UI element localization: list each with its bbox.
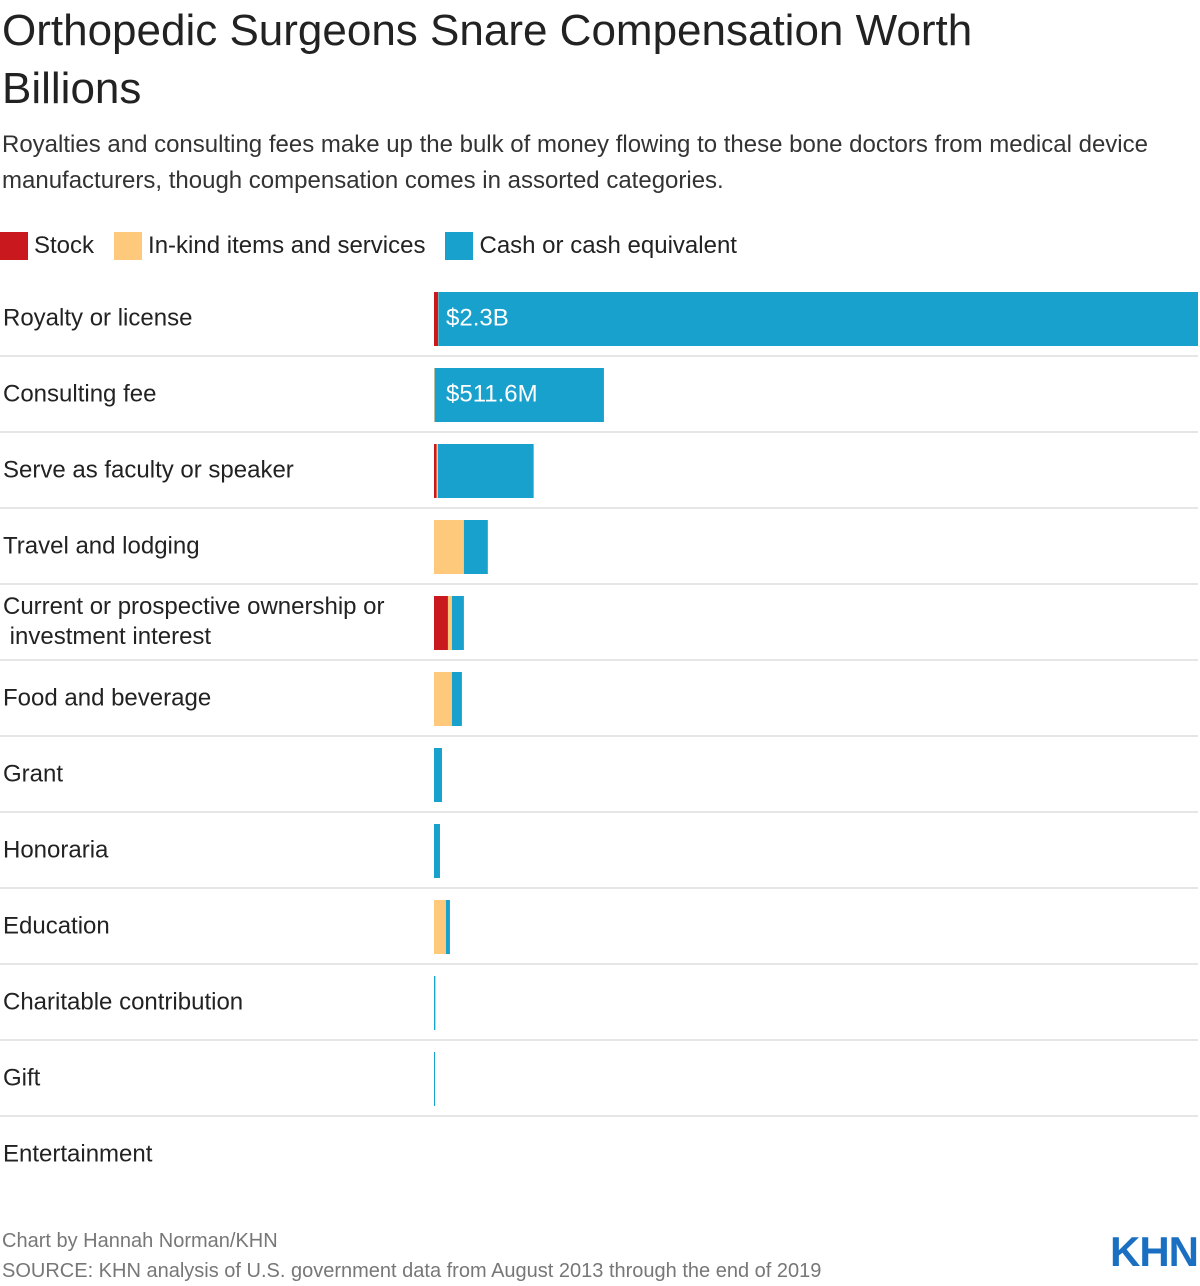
category-label: Food and beverage: [3, 684, 211, 711]
bar-segment: [434, 596, 448, 650]
bar-segment: [451, 672, 462, 726]
bar-segment: [434, 824, 440, 878]
chart-title: Orthopedic Surgeons Snare Compensation W…: [2, 6, 973, 113]
bar-segment: [445, 900, 450, 954]
bar-segment: [434, 976, 436, 1030]
bar-segment: [434, 900, 446, 954]
legend-item: Cash or cash equivalent: [445, 232, 737, 260]
bar-segment: [438, 292, 1199, 346]
bar-segment: [434, 672, 452, 726]
bar-segment: [434, 292, 438, 346]
category-label: Entertainment: [3, 1140, 153, 1167]
category-label: Royalty or license: [3, 304, 192, 331]
bar-segment: [434, 748, 442, 802]
source: SOURCE: KHN analysis of U.S. government …: [2, 1260, 822, 1282]
legend-swatch: [0, 232, 28, 260]
category-label: Gift: [3, 1064, 41, 1091]
legend-swatch: [445, 232, 474, 260]
credit: Chart by Hannah Norman/KHN: [2, 1230, 278, 1252]
logo: KHN: [1110, 1228, 1199, 1275]
category-label: Education: [3, 912, 110, 939]
legend-label: Stock: [34, 232, 95, 259]
legend-item: In-kind items and services: [114, 232, 425, 260]
bar-segment: [434, 520, 464, 574]
chart: Royalty or license $2.3B Consulting fee $51…: [0, 292, 1199, 1167]
bar-segment: [434, 368, 604, 422]
bar-segment: [437, 444, 534, 498]
bar-segment: [451, 596, 464, 650]
legend-label: Cash or cash equivalent: [479, 232, 737, 259]
bar-segment: [434, 1052, 435, 1106]
bar-segment: [434, 368, 435, 422]
bar-segment: [447, 596, 452, 650]
category-label: Charitable contribution: [3, 988, 243, 1015]
total-label: $511.6M: [446, 380, 538, 407]
category-label: Travel and lodging: [3, 532, 200, 559]
category-label: Current or prospective ownership or inve…: [3, 593, 385, 650]
chart-subtitle: Royalties and consulting fees make up th…: [2, 131, 1148, 194]
category-label: Grant: [3, 760, 63, 787]
total-label: $2.3B: [446, 304, 509, 331]
legend-item: Stock: [0, 232, 94, 260]
bar-segment: [434, 444, 437, 498]
category-label: Serve as faculty or speaker: [3, 456, 294, 483]
legend: Stock In-kind items and services Cash or c…: [0, 232, 757, 260]
legend-label: In-kind items and services: [148, 232, 426, 259]
bar-segment: [436, 444, 438, 498]
category-label: Consulting fee: [3, 380, 156, 407]
category-label: Honoraria: [3, 836, 109, 863]
bar-segment: [463, 520, 488, 574]
legend-swatch: [114, 232, 143, 260]
